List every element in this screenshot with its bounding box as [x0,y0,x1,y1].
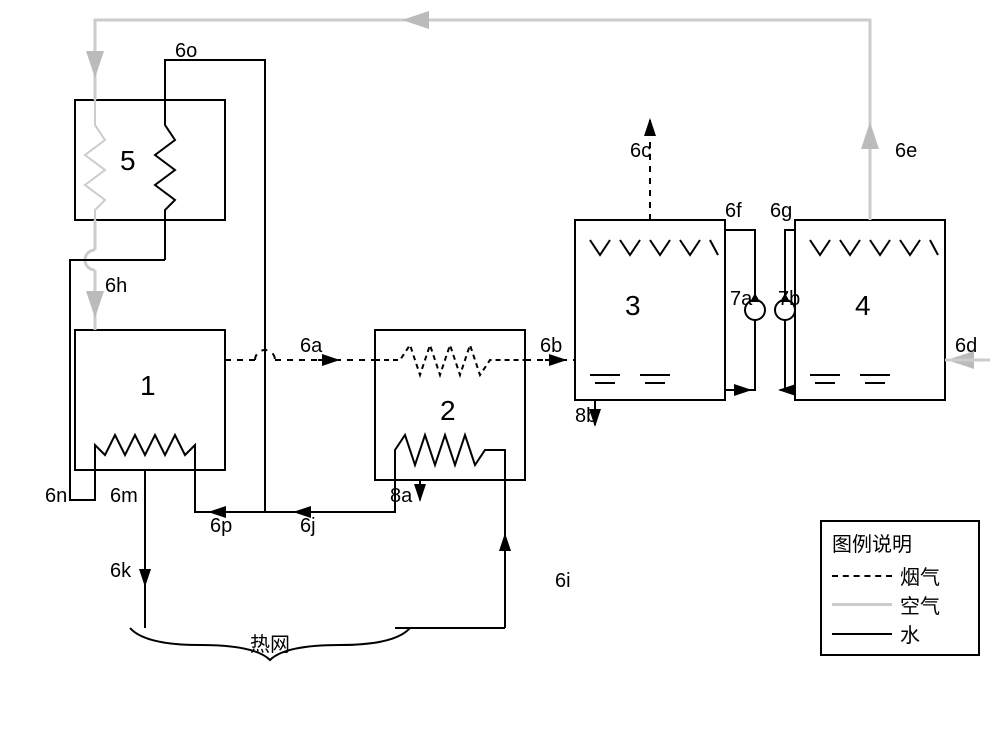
label-6o: 6o [175,40,197,63]
label-6k: 6k [110,560,131,583]
label-7b: 7b [778,288,800,311]
box2-label: 2 [440,395,456,427]
label-6f: 6f [725,200,742,223]
box4-label: 4 [855,290,871,322]
label-6d: 6d [955,335,977,358]
label-6m: 6m [110,485,138,508]
label-6g: 6g [770,200,792,223]
label-8a: 8a [390,485,412,508]
label-6b: 6b [540,335,562,358]
label-7a: 7a [730,288,752,311]
legend-label-smoke: 烟气 [900,561,940,590]
legend-label-air: 空气 [900,590,940,619]
label-6n: 6n [45,485,67,508]
label-6e: 6e [895,140,917,163]
label-6a: 6a [300,335,322,358]
legend-swatch-air [832,603,892,606]
legend-title: 图例说明 [832,528,968,557]
label-6h: 6h [105,275,127,298]
legend-label-water: 水 [900,619,920,648]
legend-swatch-smoke [832,575,892,577]
box1-label: 1 [140,370,156,402]
label-6c: 6c [630,140,651,163]
label-8b: 8b [575,405,597,428]
legend-swatch-water [832,633,892,635]
label-6i: 6i [555,570,571,593]
legend-row-water: 水 [832,619,968,648]
label-6j: 6j [300,515,316,538]
box5-label: 5 [120,145,136,177]
legend: 图例说明 烟气 空气 水 [820,520,980,656]
label-6p: 6p [210,515,232,538]
legend-row-air: 空气 [832,590,968,619]
box3-label: 3 [625,290,641,322]
legend-row-smoke: 烟气 [832,561,968,590]
label-heatnet: 热网 [250,628,290,657]
